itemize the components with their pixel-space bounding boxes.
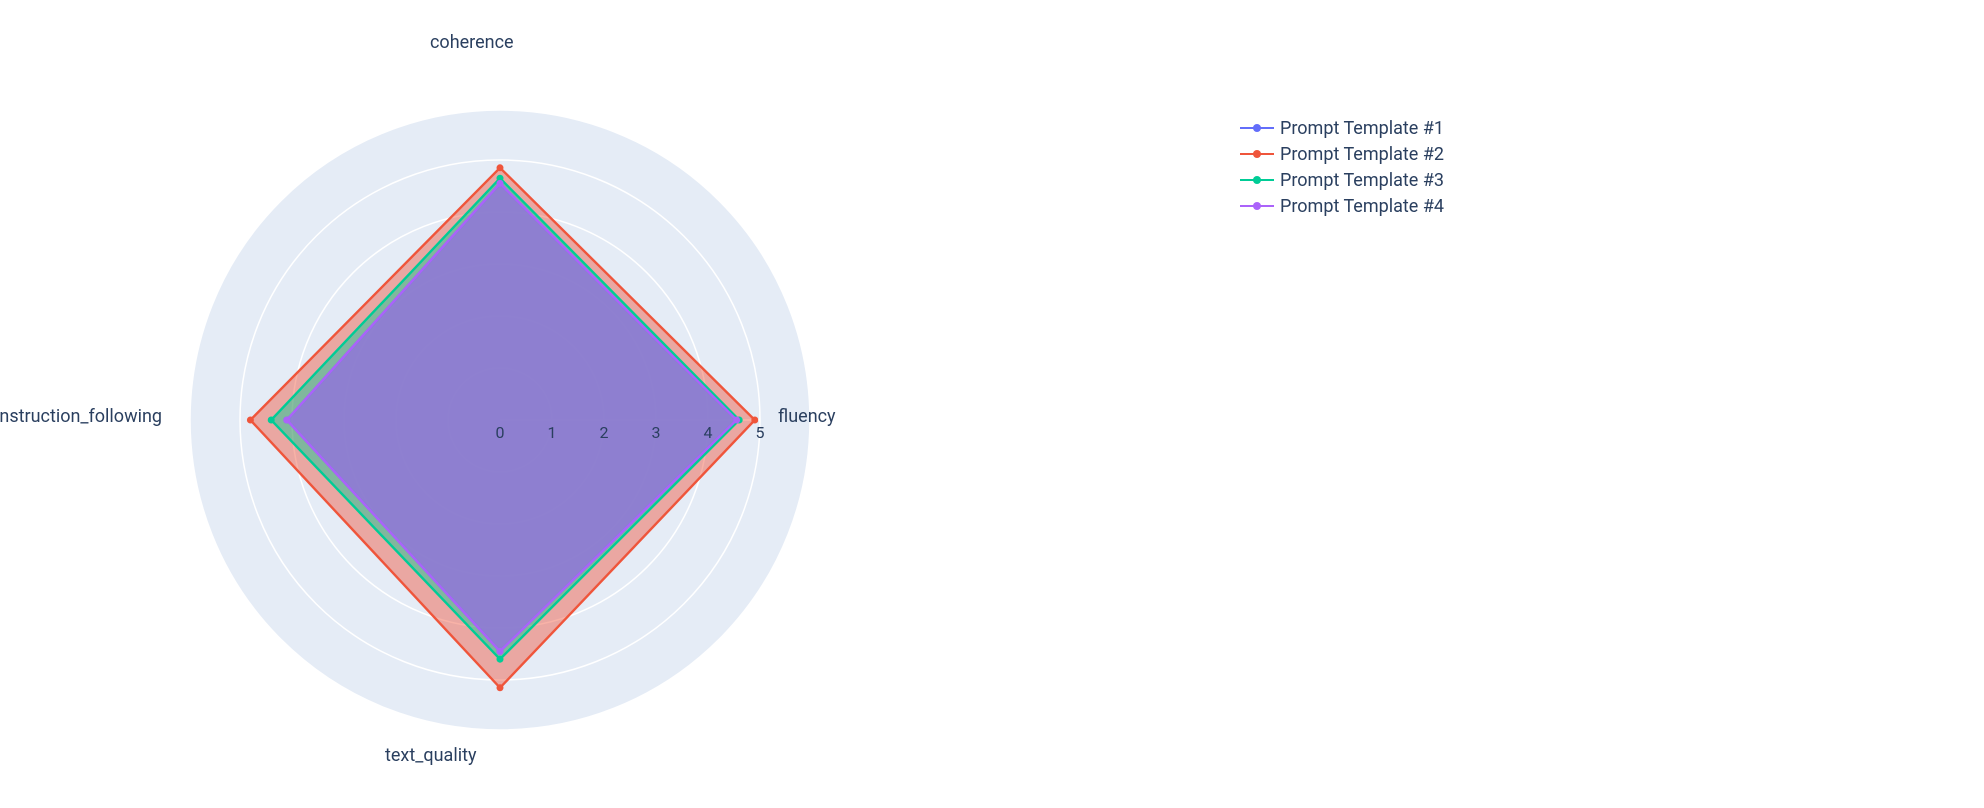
axis-label-coherence: coherence	[430, 32, 514, 53]
legend-item[interactable]: Prompt Template #1	[1240, 115, 1444, 141]
radar-svg: 0 1 2 3 4 5	[140, 60, 860, 780]
legend-label: Prompt Template #1	[1280, 118, 1444, 139]
svg-text:0: 0	[496, 423, 505, 442]
legend-swatch	[1240, 197, 1274, 215]
svg-text:2: 2	[600, 423, 609, 442]
legend-label: Prompt Template #2	[1280, 144, 1444, 165]
axis-label-text_quality: text_quality	[385, 745, 476, 766]
legend-swatch	[1240, 119, 1274, 137]
svg-text:1: 1	[548, 423, 557, 442]
axis-label-fluency: fluency	[778, 406, 836, 427]
axis-label-instruction_following: instruction_following	[0, 406, 162, 427]
radar-chart: 012345 coherencefluencytext_qualityinstr…	[140, 60, 860, 780]
legend-swatch	[1240, 171, 1274, 189]
legend-label: Prompt Template #4	[1280, 196, 1444, 217]
legend-label: Prompt Template #3	[1280, 170, 1444, 191]
legend-item[interactable]: Prompt Template #2	[1240, 141, 1444, 167]
svg-text:4: 4	[704, 423, 713, 442]
legend-item[interactable]: Prompt Template #3	[1240, 167, 1444, 193]
legend: Prompt Template #1 Prompt Template #2 Prom…	[1240, 115, 1444, 219]
svg-text:3: 3	[652, 423, 661, 442]
legend-swatch	[1240, 145, 1274, 163]
legend-item[interactable]: Prompt Template #4	[1240, 193, 1444, 219]
svg-text:5: 5	[756, 423, 765, 442]
